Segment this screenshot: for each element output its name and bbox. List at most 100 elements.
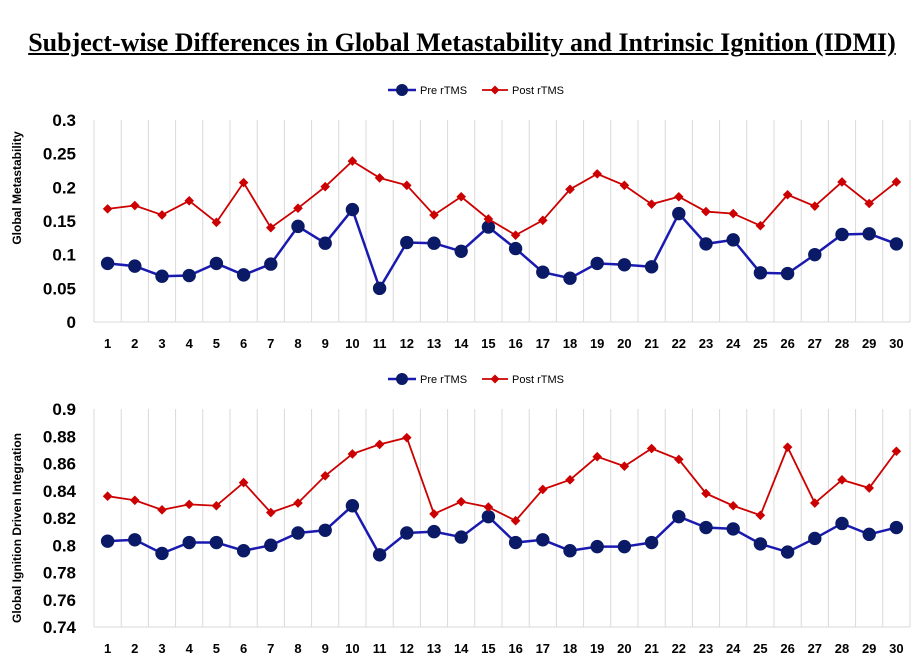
x-tick-label: 3 <box>158 336 165 351</box>
data-point-pre-rtms <box>318 523 332 537</box>
x-tick-label: 11 <box>373 641 387 656</box>
data-point-post-rtms <box>755 220 766 231</box>
x-tick-label: 29 <box>862 641 876 656</box>
x-tick-label: 5 <box>213 336 220 351</box>
data-point-post-rtms <box>646 443 657 454</box>
data-point-pre-rtms <box>400 235 414 250</box>
x-tick-label: 17 <box>536 641 550 656</box>
data-point-post-rtms <box>429 210 439 220</box>
x-tick-label: 19 <box>590 336 604 351</box>
data-point-pre-rtms <box>835 516 849 531</box>
x-tick-label: 15 <box>481 336 495 351</box>
x-tick-label: 18 <box>563 336 577 351</box>
data-point-pre-rtms <box>400 526 414 540</box>
data-point-post-rtms <box>157 505 167 515</box>
data-point-post-rtms <box>782 189 793 200</box>
data-point-post-rtms <box>728 500 738 511</box>
data-point-pre-rtms <box>128 533 142 547</box>
y-tick-label: 0.15 <box>43 212 76 231</box>
y-tick-label: 0.74 <box>43 618 77 637</box>
data-point-post-rtms <box>619 461 630 472</box>
x-tick-label: 6 <box>240 336 247 351</box>
data-point-post-rtms <box>510 230 521 240</box>
data-point-post-rtms <box>891 177 902 187</box>
x-tick-label: 22 <box>672 336 686 351</box>
data-point-post-rtms <box>157 210 167 220</box>
data-point-post-rtms <box>810 201 820 211</box>
data-point-pre-rtms <box>100 256 115 271</box>
data-point-post-rtms <box>347 449 358 459</box>
data-point-pre-rtms <box>889 520 904 535</box>
x-tick-label: 19 <box>590 641 604 656</box>
data-point-post-rtms <box>810 498 820 508</box>
x-tick-label: 2 <box>131 641 138 656</box>
data-point-pre-rtms <box>372 548 387 562</box>
data-point-pre-rtms <box>264 538 278 552</box>
data-point-post-rtms <box>864 198 874 209</box>
x-tick-label: 27 <box>808 336 822 351</box>
data-point-pre-rtms <box>672 509 686 524</box>
data-point-post-rtms <box>238 477 249 488</box>
x-tick-label: 1 <box>104 641 111 656</box>
data-point-pre-rtms <box>454 530 468 544</box>
data-point-pre-rtms <box>672 206 686 221</box>
y-tick-label: 0.3 <box>52 111 76 130</box>
data-point-post-rtms <box>837 475 847 485</box>
data-point-post-rtms <box>592 451 602 462</box>
data-point-pre-rtms <box>182 268 196 283</box>
data-point-post-rtms <box>402 180 412 191</box>
data-point-pre-rtms <box>264 257 278 271</box>
data-point-post-rtms <box>674 454 684 465</box>
x-tick-label: 18 <box>563 641 577 656</box>
data-point-pre-rtms <box>454 244 468 259</box>
x-tick-label: 1 <box>104 336 111 351</box>
data-point-pre-rtms <box>427 236 441 250</box>
data-point-post-rtms <box>755 510 766 521</box>
legend-post-label: Post rTMS <box>512 85 564 97</box>
y-tick-label: 0.82 <box>43 509 76 528</box>
data-point-post-rtms <box>320 470 330 481</box>
data-point-pre-rtms <box>236 544 251 558</box>
data-point-post-rtms <box>538 215 548 226</box>
data-point-pre-rtms <box>236 268 251 282</box>
y-tick-label: 0.88 <box>43 427 76 446</box>
data-point-post-rtms <box>402 432 412 443</box>
data-point-post-rtms <box>538 484 548 495</box>
data-point-pre-rtms <box>644 260 659 274</box>
y-tick-label: 0.78 <box>43 564 76 583</box>
x-tick-label: 14 <box>454 641 469 656</box>
x-tick-label: 20 <box>617 641 631 656</box>
data-point-post-rtms <box>293 498 303 508</box>
y-axis-label: Global Ignition Driven Integration <box>10 433 24 623</box>
data-point-post-rtms <box>483 214 494 224</box>
x-tick-label: 16 <box>508 641 522 656</box>
x-tick-label: 15 <box>481 641 495 656</box>
data-point-pre-rtms <box>808 247 822 262</box>
data-point-post-rtms <box>429 509 439 519</box>
data-point-post-rtms <box>837 177 847 187</box>
data-point-post-rtms <box>592 169 602 179</box>
legend-post-label: Post rTMS <box>512 374 564 386</box>
x-tick-label: 30 <box>889 336 903 351</box>
data-point-pre-rtms <box>644 535 659 550</box>
data-point-pre-rtms <box>155 546 169 561</box>
data-point-pre-rtms <box>808 531 822 546</box>
x-tick-label: 13 <box>427 641 441 656</box>
x-tick-label: 24 <box>726 336 741 351</box>
data-point-post-rtms <box>674 191 684 202</box>
y-tick-label: 0.84 <box>43 482 77 501</box>
data-point-pre-rtms <box>128 259 142 273</box>
data-point-post-rtms <box>266 507 276 518</box>
x-tick-label: 26 <box>780 641 794 656</box>
data-point-pre-rtms <box>726 233 740 247</box>
data-point-post-rtms <box>374 173 385 183</box>
x-tick-label: 4 <box>186 336 194 351</box>
data-point-pre-rtms <box>753 266 768 280</box>
x-tick-label: 25 <box>753 641 767 656</box>
x-tick-label: 4 <box>186 641 194 656</box>
data-point-pre-rtms <box>753 537 768 551</box>
data-point-pre-rtms <box>699 520 713 535</box>
x-tick-label: 22 <box>672 641 686 656</box>
data-point-post-rtms <box>211 217 222 228</box>
x-tick-label: 20 <box>617 336 631 351</box>
